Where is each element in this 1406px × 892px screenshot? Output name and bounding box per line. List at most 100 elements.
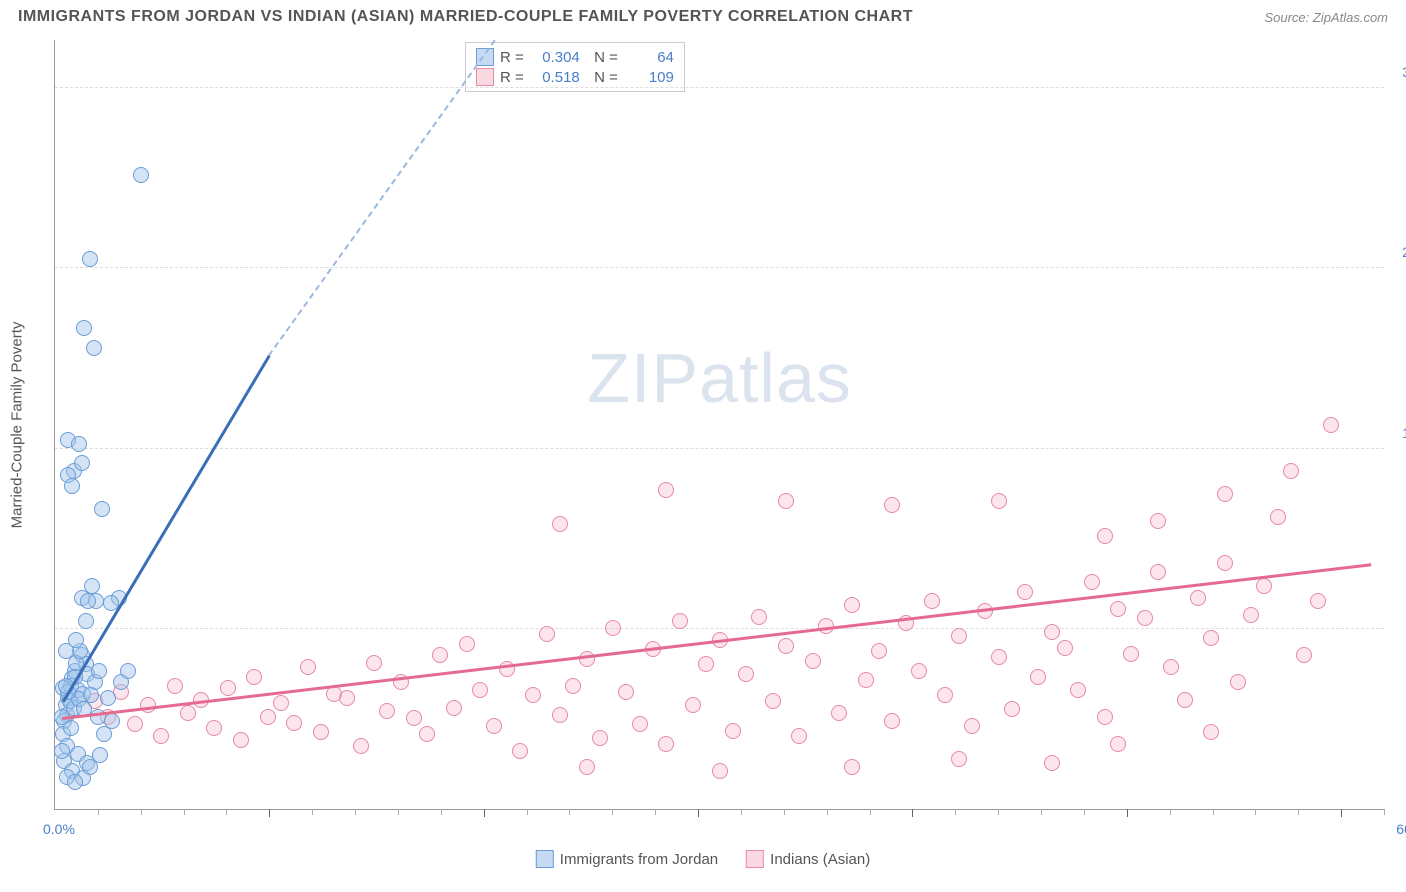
x-tick: [484, 809, 485, 817]
data-point: [339, 690, 355, 706]
data-point: [1070, 682, 1086, 698]
x-tick: [870, 809, 871, 815]
data-point: [658, 736, 674, 752]
data-point: [379, 703, 395, 719]
legend-label: Indians (Asian): [770, 851, 870, 868]
trend-line: [62, 563, 1371, 719]
data-point: [924, 593, 940, 609]
data-point: [1137, 610, 1153, 626]
data-point: [552, 516, 568, 532]
x-tick: [955, 809, 956, 815]
y-tick-label: 15.0%: [1402, 425, 1406, 441]
data-point: [964, 718, 980, 734]
data-point: [991, 649, 1007, 665]
gridline-h: [55, 448, 1384, 449]
n-label: N =: [586, 49, 618, 66]
data-point: [406, 710, 422, 726]
data-point: [100, 690, 116, 706]
data-point: [712, 763, 728, 779]
data-point: [592, 730, 608, 746]
data-point: [1150, 513, 1166, 529]
data-point: [1190, 590, 1206, 606]
data-point: [672, 613, 688, 629]
trend-line: [62, 355, 270, 702]
data-point: [805, 653, 821, 669]
data-point: [63, 720, 79, 736]
data-point: [1230, 674, 1246, 690]
data-point: [86, 340, 102, 356]
x-tick: [569, 809, 570, 815]
data-point: [1270, 509, 1286, 525]
data-point: [74, 455, 90, 471]
x-tick: [784, 809, 785, 815]
data-point: [911, 663, 927, 679]
data-point: [1084, 574, 1100, 590]
gridline-h: [55, 87, 1384, 88]
r-value: 0.304: [530, 49, 580, 66]
data-point: [884, 713, 900, 729]
data-point: [579, 759, 595, 775]
x-tick: [612, 809, 613, 815]
data-point: [565, 678, 581, 694]
data-point: [1044, 755, 1060, 771]
data-point: [286, 715, 302, 731]
data-point: [94, 501, 110, 517]
data-point: [991, 493, 1007, 509]
x-tick: [312, 809, 313, 815]
legend-item: Indians (Asian): [746, 850, 870, 868]
chart-title: IMMIGRANTS FROM JORDAN VS INDIAN (ASIAN)…: [18, 8, 913, 26]
r-value: 0.518: [530, 69, 580, 86]
correlation-row: R =0.518 N =109: [476, 67, 674, 87]
data-point: [765, 693, 781, 709]
x-tick: [741, 809, 742, 815]
x-tick: [1170, 809, 1171, 815]
legend-item: Immigrants from Jordan: [536, 850, 718, 868]
data-point: [366, 655, 382, 671]
swatch-pink-icon: [746, 850, 764, 868]
data-point: [233, 732, 249, 748]
data-point: [1177, 692, 1193, 708]
x-tick: [269, 809, 270, 817]
data-point: [1203, 724, 1219, 740]
data-point: [871, 643, 887, 659]
x-tick: [998, 809, 999, 815]
data-point: [71, 436, 87, 452]
x-tick: [1213, 809, 1214, 815]
data-point: [180, 705, 196, 721]
x-tick: [1384, 809, 1385, 815]
data-point: [791, 728, 807, 744]
legend-label: Immigrants from Jordan: [560, 851, 718, 868]
gridline-h: [55, 628, 1384, 629]
data-point: [91, 663, 107, 679]
data-point: [68, 632, 84, 648]
data-point: [459, 636, 475, 652]
data-point: [127, 716, 143, 732]
data-point: [167, 678, 183, 694]
data-point: [82, 251, 98, 267]
data-point: [220, 680, 236, 696]
data-point: [858, 672, 874, 688]
data-point: [419, 726, 435, 742]
data-point: [1057, 640, 1073, 656]
data-point: [76, 320, 92, 336]
data-point: [579, 651, 595, 667]
data-point: [539, 626, 555, 642]
data-point: [1163, 659, 1179, 675]
data-point: [844, 597, 860, 613]
watermark: ZIPatlas: [587, 338, 852, 418]
data-point: [120, 663, 136, 679]
data-point: [472, 682, 488, 698]
x-tick: [912, 809, 913, 817]
data-point: [512, 743, 528, 759]
data-point: [937, 687, 953, 703]
data-point: [273, 695, 289, 711]
data-point: [844, 759, 860, 775]
y-tick-label: 30.0%: [1402, 64, 1406, 80]
data-point: [80, 593, 96, 609]
data-point: [698, 656, 714, 672]
data-point: [1323, 417, 1339, 433]
data-point: [1030, 669, 1046, 685]
x-tick: [1084, 809, 1085, 815]
x-tick: [1298, 809, 1299, 815]
data-point: [300, 659, 316, 675]
